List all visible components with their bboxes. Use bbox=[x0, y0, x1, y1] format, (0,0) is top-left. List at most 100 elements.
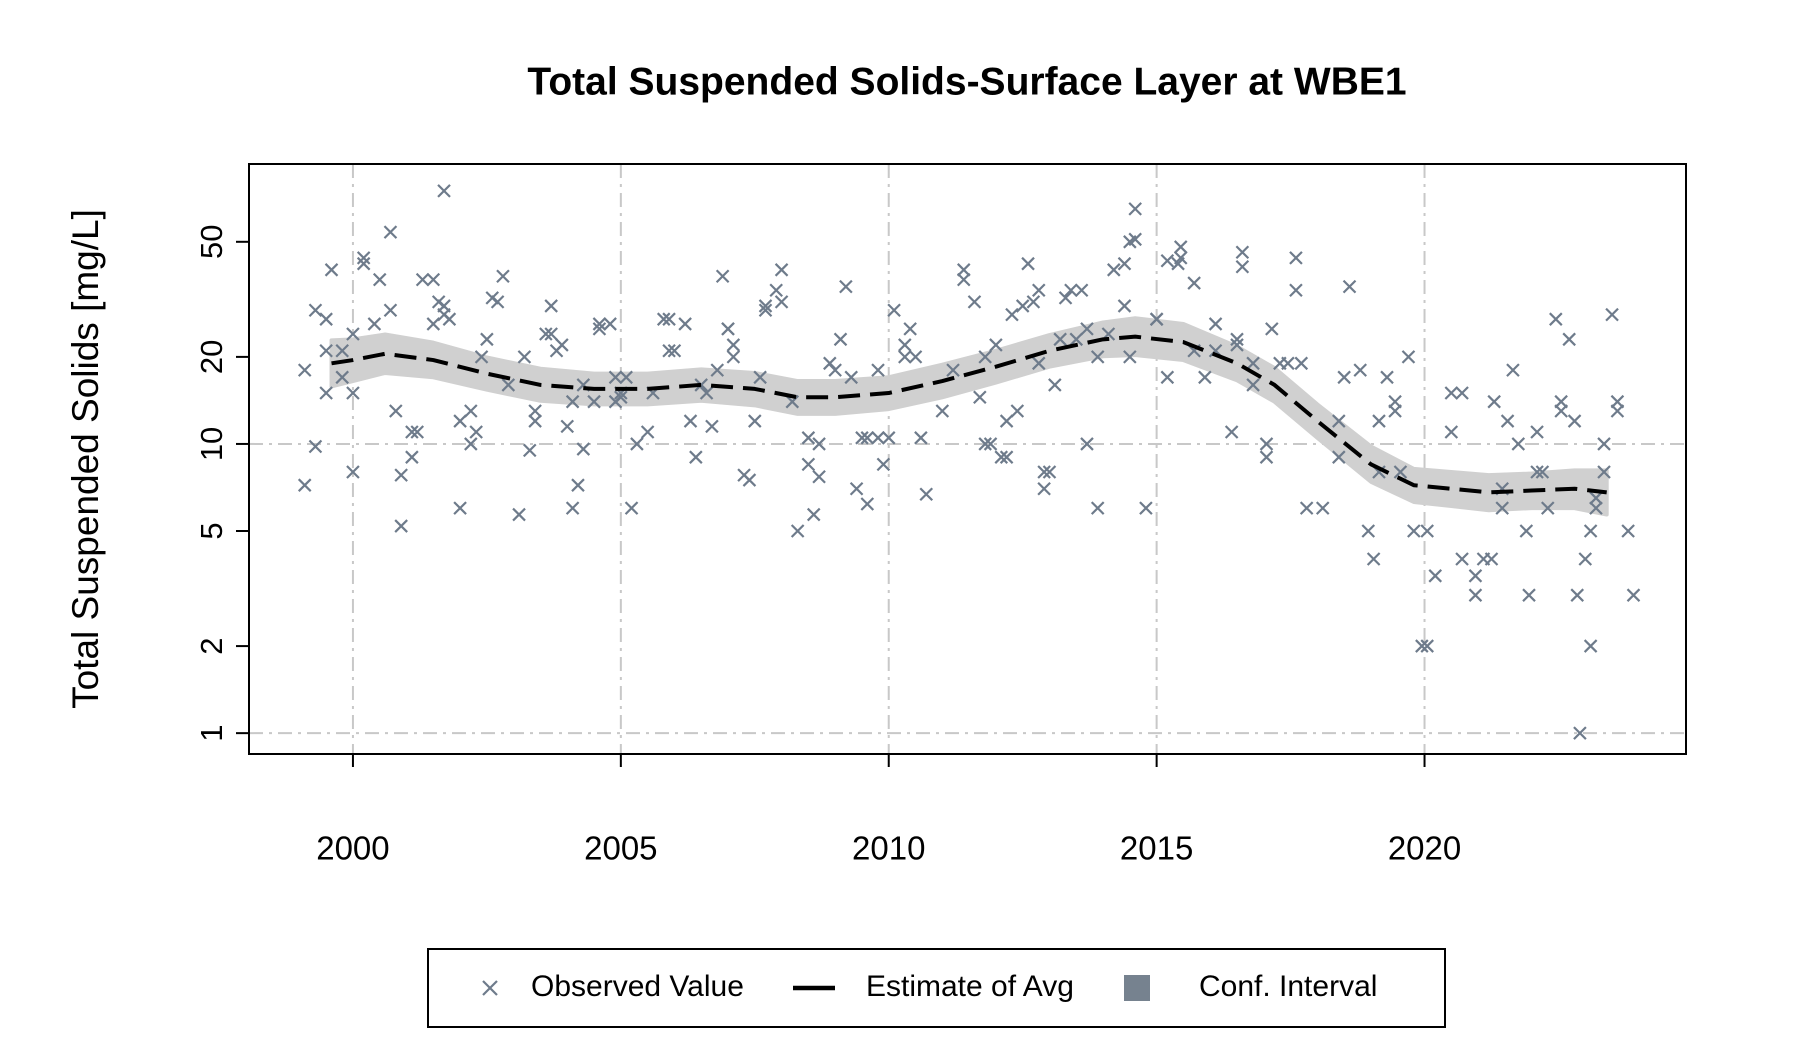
observed-point bbox=[774, 295, 789, 309]
observed-point bbox=[1090, 350, 1105, 364]
observed-point bbox=[1021, 256, 1035, 271]
observed-point bbox=[1289, 251, 1303, 265]
observed-point bbox=[1037, 465, 1051, 479]
observed-point bbox=[956, 263, 971, 277]
observed-point bbox=[683, 414, 698, 428]
observed-point bbox=[973, 390, 987, 405]
observed-point bbox=[1626, 588, 1641, 602]
observed-point bbox=[1026, 295, 1041, 309]
legend-symbol bbox=[1124, 975, 1150, 1001]
observed-point bbox=[726, 350, 741, 364]
observed-point bbox=[801, 431, 816, 445]
observed-point bbox=[806, 507, 821, 522]
observed-point bbox=[1160, 370, 1175, 385]
observed-point bbox=[346, 327, 360, 341]
observed-point bbox=[335, 343, 350, 358]
observed-point bbox=[437, 184, 451, 198]
observed-point bbox=[453, 414, 467, 428]
observed-point bbox=[678, 317, 692, 331]
observed-point bbox=[1117, 256, 1132, 271]
observed-point bbox=[624, 501, 639, 515]
observed-point bbox=[1173, 251, 1188, 265]
observed-point bbox=[994, 450, 1009, 464]
legend: Observed Value Estimate of Avg Conf. Inter… bbox=[482, 970, 1377, 1003]
observed-point bbox=[1315, 501, 1330, 515]
observed-point bbox=[619, 370, 633, 385]
observed-point bbox=[415, 272, 430, 287]
observed-point bbox=[978, 437, 992, 451]
observed-point bbox=[592, 317, 607, 331]
observed-point bbox=[1562, 332, 1576, 347]
observed-point bbox=[367, 317, 382, 331]
observed-point bbox=[1005, 307, 1019, 322]
observed-point bbox=[410, 425, 425, 439]
observed-point bbox=[1080, 322, 1094, 336]
observed-point bbox=[1388, 394, 1402, 409]
observed-point bbox=[1583, 639, 1598, 653]
observed-point bbox=[346, 386, 360, 400]
observed-point bbox=[946, 363, 960, 377]
observed-point bbox=[983, 437, 998, 451]
observed-point bbox=[967, 295, 982, 309]
observed-point bbox=[1031, 283, 1046, 298]
observed-point bbox=[480, 332, 494, 347]
observed-point bbox=[356, 256, 371, 271]
observed-point bbox=[1208, 317, 1223, 331]
observed-point bbox=[1198, 370, 1212, 385]
observed-point bbox=[694, 378, 708, 392]
observed-point bbox=[689, 450, 703, 464]
observed-point bbox=[297, 363, 312, 377]
observed-point bbox=[442, 312, 457, 326]
observed-point bbox=[394, 468, 408, 482]
observed-point bbox=[1106, 263, 1121, 277]
observed-point bbox=[405, 425, 419, 439]
observed-point bbox=[1235, 259, 1250, 274]
observed-point bbox=[1230, 338, 1244, 352]
observed-point bbox=[705, 419, 719, 434]
observed-point bbox=[1259, 450, 1274, 464]
observed-point bbox=[1361, 524, 1376, 538]
observed-point bbox=[1128, 202, 1142, 216]
y-tick-label: 50 bbox=[194, 225, 229, 259]
legend-label: Observed Value bbox=[531, 970, 744, 1003]
x-tick-label: 2005 bbox=[584, 830, 657, 867]
observed-point bbox=[710, 363, 725, 377]
observed-point bbox=[1117, 299, 1132, 313]
observed-point bbox=[319, 312, 333, 326]
observed-point bbox=[576, 442, 591, 456]
observed-point bbox=[565, 394, 580, 409]
observed-point bbox=[833, 332, 848, 347]
observed-point bbox=[324, 263, 339, 277]
observed-point bbox=[667, 343, 682, 358]
observed-point bbox=[812, 469, 826, 484]
observed-point bbox=[383, 303, 398, 318]
observed-point bbox=[1053, 332, 1067, 347]
observed-point bbox=[308, 439, 323, 454]
observed-point bbox=[1337, 370, 1351, 385]
observed-point bbox=[1010, 404, 1025, 418]
plot-area bbox=[249, 164, 1686, 754]
observed-point bbox=[1289, 283, 1303, 298]
observed-point bbox=[860, 497, 875, 511]
observed-point bbox=[528, 404, 542, 418]
observed-point bbox=[1149, 312, 1164, 326]
observed-point bbox=[1530, 465, 1544, 479]
observed-point bbox=[1048, 378, 1062, 392]
observed-point bbox=[1246, 356, 1260, 371]
observed-point bbox=[1393, 465, 1408, 479]
confidence-band bbox=[329, 316, 1609, 517]
observed-point bbox=[405, 450, 419, 464]
observed-point bbox=[555, 338, 569, 352]
observed-point bbox=[1332, 450, 1346, 464]
observed-point bbox=[528, 414, 542, 428]
observed-point bbox=[662, 312, 676, 326]
observed-point bbox=[753, 370, 767, 385]
observed-point bbox=[544, 327, 558, 341]
x-tick-label: 2010 bbox=[852, 830, 925, 867]
observed-point bbox=[1294, 356, 1309, 371]
observed-point bbox=[640, 425, 655, 439]
observed-point bbox=[699, 386, 714, 400]
observed-point bbox=[1455, 552, 1469, 566]
observed-point bbox=[1187, 276, 1201, 290]
